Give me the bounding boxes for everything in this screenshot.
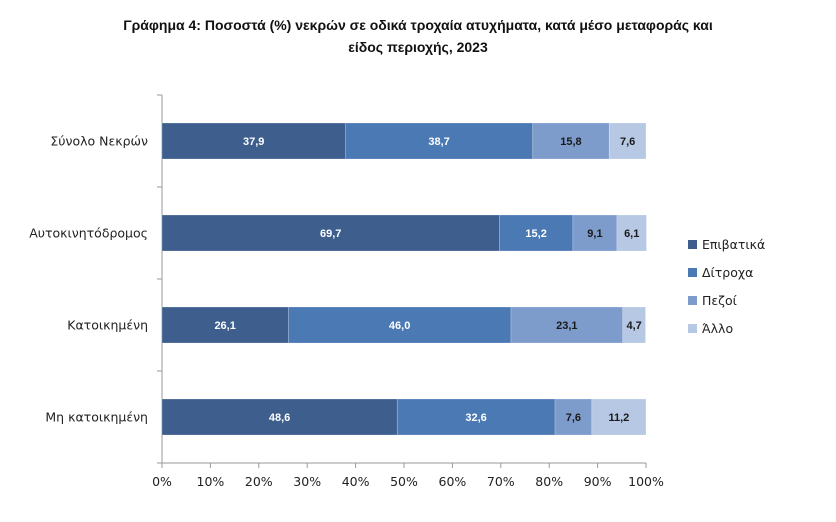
- bar-segment: [345, 122, 534, 160]
- legend-swatch: [688, 240, 697, 249]
- bar-segment: [622, 306, 646, 344]
- x-tick-label: 0%: [152, 474, 172, 489]
- x-tick-label: 50%: [390, 474, 418, 489]
- bar-segment: [161, 122, 346, 160]
- category-label: Μη κατοικημένη: [45, 410, 148, 425]
- legend-label: Επιβατικά: [702, 237, 765, 252]
- data-label: 4,7: [626, 320, 641, 332]
- bar-segment: [499, 214, 574, 252]
- category-label: Αυτοκινητόδρομος: [29, 226, 148, 241]
- data-label: 26,1: [214, 320, 235, 332]
- data-label: 38,7: [428, 136, 449, 148]
- bar-segment: [161, 398, 398, 436]
- category-label: Σύνολο Νεκρών: [50, 134, 148, 149]
- bar-segment: [288, 306, 512, 344]
- chart-title-line-1: Γράφημα 4: Ποσοστά (%) νεκρών σε οδικά τ…: [123, 17, 713, 33]
- legend-swatch: [688, 268, 697, 277]
- bar-segment: [161, 306, 289, 344]
- category-label: Κατοικημένη: [67, 318, 148, 333]
- x-tick-label: 10%: [197, 474, 225, 489]
- data-label: 37,9: [243, 136, 264, 148]
- chart-title: Γράφημα 4: Ποσοστά (%) νεκρών σε οδικά τ…: [0, 14, 836, 58]
- legend-swatch: [688, 296, 697, 305]
- x-tick-label: 100%: [628, 474, 664, 489]
- bar-segment: [161, 214, 500, 252]
- bar-segment: [572, 214, 618, 252]
- bar-segment: [608, 122, 647, 160]
- x-tick-label: 70%: [487, 474, 515, 489]
- x-tick-label: 60%: [439, 474, 467, 489]
- data-label: 23,1: [556, 320, 577, 332]
- data-label: 32,6: [465, 412, 486, 424]
- data-label: 9,1: [587, 228, 602, 240]
- legend-label: Δίτροχα: [702, 265, 753, 280]
- data-label: 15,8: [560, 136, 581, 148]
- bar-segment: [396, 398, 556, 436]
- legend-label: Πεζοί: [702, 293, 738, 308]
- data-label: 15,2: [525, 228, 546, 240]
- x-tick-label: 20%: [245, 474, 273, 489]
- data-label: 69,7: [320, 228, 341, 240]
- bar-segment: [591, 398, 647, 436]
- legend-swatch: [688, 324, 697, 333]
- x-tick-label: 30%: [293, 474, 321, 489]
- legend-label: Άλλο: [702, 321, 733, 336]
- data-label: 7,6: [620, 136, 635, 148]
- chart-title-line-2: είδος περιοχής, 2023: [348, 39, 488, 55]
- x-tick-label: 40%: [342, 474, 370, 489]
- x-tick-label: 80%: [535, 474, 563, 489]
- data-label: 6,1: [624, 228, 639, 240]
- data-label: 11,2: [608, 412, 629, 424]
- data-label: 7,6: [566, 412, 581, 424]
- x-tick-label: 90%: [584, 474, 612, 489]
- bar-segment: [616, 214, 647, 252]
- data-label: 46,0: [389, 320, 410, 332]
- data-label: 48,6: [269, 412, 290, 424]
